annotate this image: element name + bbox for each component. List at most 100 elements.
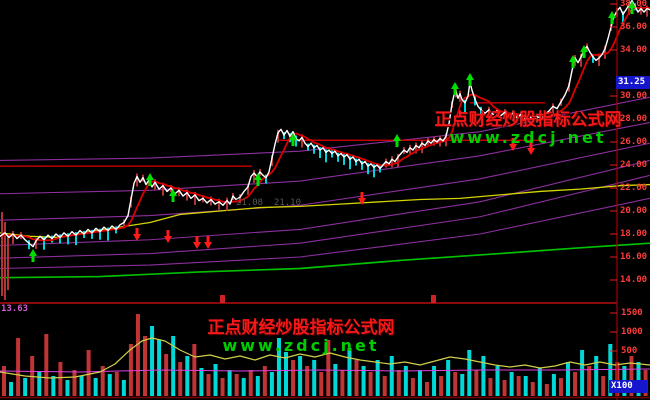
- volume-bar: [2, 366, 6, 396]
- volume-ma-magenta: [0, 368, 650, 373]
- volume-bar: [135, 314, 140, 396]
- volume-bar: [537, 368, 542, 396]
- volume-bar: [474, 370, 479, 396]
- volume-bar: [65, 380, 70, 396]
- volume-bar: [276, 338, 281, 396]
- volume-bar: [417, 370, 422, 396]
- green-ma-line: [0, 242, 650, 279]
- purple-band-line: [0, 174, 650, 259]
- volume-tick-label: 500: [621, 346, 638, 356]
- red-ma-line: [0, 6, 650, 242]
- buy-signal-arrow: [628, 1, 636, 14]
- volume-bar: [58, 362, 63, 396]
- volume-bar: [227, 370, 232, 396]
- divider-event-marker: [431, 295, 436, 303]
- volume-bar: [488, 378, 493, 396]
- buy-signal-arrow: [580, 45, 588, 58]
- volume-bar: [319, 372, 324, 396]
- buy-signal-arrow: [393, 134, 401, 147]
- volume-bar: [375, 360, 380, 396]
- price-tick-label: 20.00: [620, 206, 648, 216]
- volume-bar: [432, 366, 437, 396]
- buy-signal-arrow: [146, 173, 154, 186]
- buy-signal-arrow: [289, 133, 297, 146]
- volume-bar: [403, 366, 408, 396]
- volume-bar: [291, 360, 296, 396]
- volume-bar: [382, 376, 387, 396]
- volume-bar: [354, 360, 359, 396]
- sell-signal-arrow: [193, 236, 201, 249]
- buy-signal-arrow: [169, 189, 177, 202]
- volume-bar: [284, 352, 288, 396]
- volume-bar: [326, 340, 331, 396]
- volume-bar: [164, 354, 169, 396]
- volume-bar: [361, 366, 366, 396]
- volume-bar: [396, 370, 401, 396]
- volume-unit-box: X100: [609, 380, 647, 393]
- volume-bar: [51, 376, 56, 396]
- volume-ma-yellow: [0, 337, 650, 379]
- volume-bar: [23, 378, 28, 396]
- sell-signal-arrow: [133, 228, 141, 241]
- buy-signal-arrow: [29, 249, 37, 262]
- divider-event-marker: [220, 295, 225, 303]
- volume-bar: [629, 356, 634, 396]
- volume-bar: [509, 372, 514, 396]
- volume-bar: [128, 344, 133, 396]
- volume-bar: [389, 356, 394, 396]
- volume-bar: [530, 382, 535, 396]
- volume-bar: [121, 380, 126, 396]
- volume-bar: [312, 360, 317, 396]
- current-price-box: 31.25: [616, 75, 650, 89]
- volume-bar: [495, 366, 500, 396]
- buy-signal-arrow: [569, 55, 577, 68]
- volume-bar: [608, 344, 613, 396]
- volume-bar: [551, 374, 556, 396]
- volume-bar: [178, 362, 183, 396]
- purple-band-line: [0, 142, 650, 221]
- volume-bar: [9, 382, 14, 396]
- price-tick-label: 28.00: [620, 114, 648, 124]
- volume-bar: [298, 356, 303, 396]
- volume-bar: [114, 372, 119, 396]
- volume-bar: [234, 374, 239, 396]
- price-tick-label: 18.00: [620, 229, 648, 239]
- price-line: [0, 0, 650, 248]
- volume-bar: [206, 374, 211, 396]
- volume-bar: [502, 380, 507, 396]
- sell-signal-arrow: [527, 142, 535, 155]
- volume-bar: [467, 350, 472, 396]
- ma-value-label: 21.08 21.10: [236, 198, 302, 208]
- price-tick-label: 30.00: [620, 91, 648, 101]
- volume-bar: [241, 378, 246, 396]
- volume-bar: [566, 362, 570, 396]
- price-tick-label: 14.00: [620, 275, 648, 285]
- sell-signal-arrow: [204, 236, 212, 249]
- volume-bar: [516, 376, 521, 396]
- volume-bar: [185, 356, 190, 396]
- volume-bar: [255, 376, 260, 396]
- volume-bar: [79, 376, 84, 396]
- sell-signal-arrow: [358, 192, 366, 205]
- volume-bar: [347, 348, 352, 396]
- volume-bar: [523, 376, 528, 396]
- buy-signal-arrow: [451, 82, 459, 95]
- volume-bar: [439, 376, 444, 396]
- volume-bar: [340, 370, 345, 396]
- buy-signal-arrow: [466, 73, 474, 86]
- volume-bar: [107, 374, 112, 396]
- volume-bar: [262, 366, 267, 396]
- volume-bar: [171, 336, 176, 396]
- price-tick-label: 36.00: [620, 22, 648, 32]
- volume-bar: [305, 366, 310, 396]
- volume-bar: [333, 364, 338, 396]
- volume-bar: [100, 366, 105, 396]
- volume-bar: [636, 362, 641, 396]
- volume-bar: [157, 340, 162, 396]
- volume-bar: [220, 378, 225, 396]
- volume-bar: [199, 368, 204, 396]
- sell-signal-arrow: [509, 138, 517, 151]
- price-low-label: 13.63: [1, 304, 29, 314]
